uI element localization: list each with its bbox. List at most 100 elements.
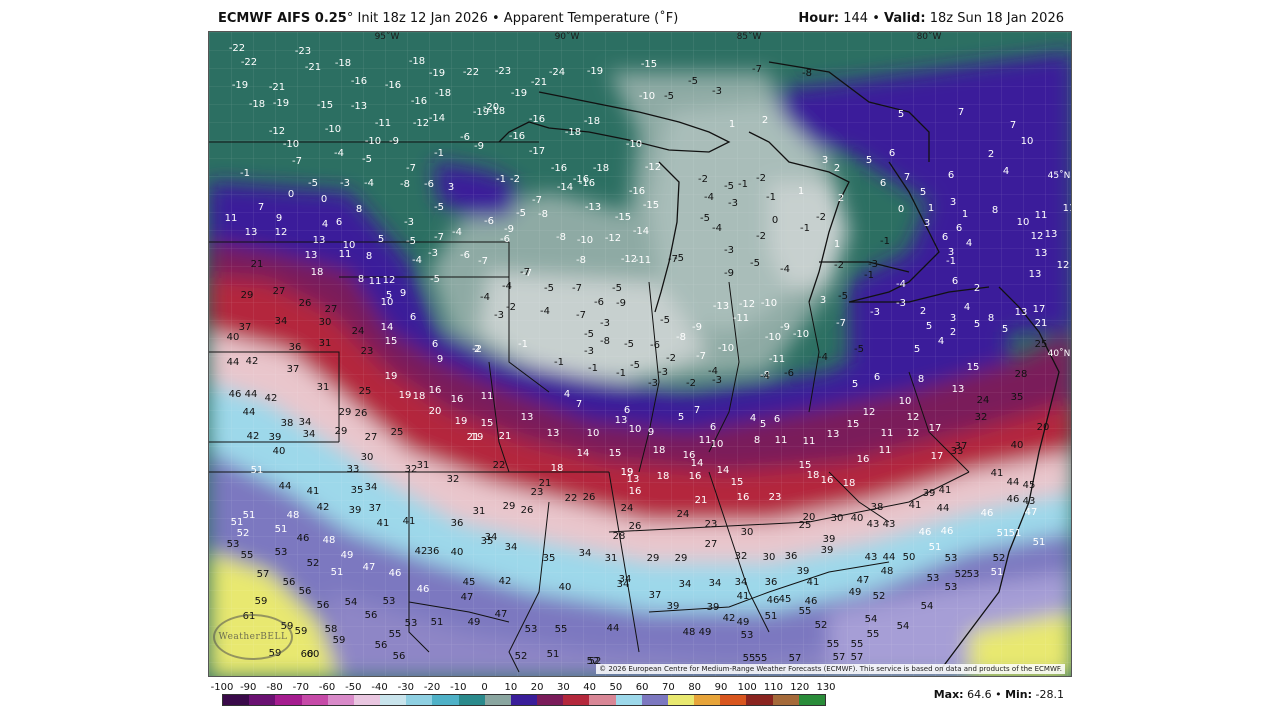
temperature-value: 6 [709, 422, 717, 433]
temperature-value: 39 [706, 602, 720, 613]
temperature-value: 8 [365, 251, 373, 262]
temperature-value: -3 [584, 346, 594, 357]
colorbar-segment [301, 695, 328, 705]
temperature-value: -18 [334, 58, 352, 69]
temperature-value: 6 [947, 170, 955, 181]
temperature-value: 34 [734, 577, 748, 588]
temperature-value: 12 [382, 275, 396, 286]
temperature-value: -7 [752, 64, 762, 75]
temperature-value: -4 [780, 264, 790, 275]
temperature-value: -19 [472, 107, 490, 118]
temperature-value: -21 [530, 77, 548, 88]
temperature-value: -9 [692, 322, 702, 333]
temperature-value: 48 [286, 510, 300, 521]
temperature-value: 31 [472, 506, 486, 517]
temperature-value: 25 [390, 427, 404, 438]
temperature-value: 13 [520, 412, 534, 423]
temperature-value: -9 [389, 136, 399, 147]
temperature-value: 16 [856, 454, 870, 465]
temperature-value: -10 [764, 332, 782, 343]
temperature-value: -12 [644, 162, 662, 173]
colorbar-segment [641, 695, 668, 705]
temperature-value: -11 [374, 118, 392, 129]
temperature-value: 2 [837, 193, 845, 204]
temperature-value: 40 [558, 582, 572, 593]
min-value: -28.1 [1035, 688, 1064, 701]
colorbar-segment [458, 695, 485, 705]
colorbar-segment [353, 695, 381, 705]
temperature-value: 52 [992, 553, 1006, 564]
temperature-value: -1 [616, 368, 626, 379]
temperature-value: -8 [760, 370, 770, 381]
colorbar-segment [223, 695, 250, 705]
temperature-value: 16 [820, 475, 834, 486]
temperature-value: 51 [242, 510, 256, 521]
temperature-value: 10 [586, 428, 600, 439]
temperature-value: 59 [294, 626, 308, 637]
temperature-value: 31 [318, 338, 332, 349]
temperature-value: 21 [250, 259, 264, 270]
temperature-value: 55 [754, 653, 768, 664]
temperature-value: 13 [1034, 248, 1048, 259]
colorbar-ticks: -100 -90 -80 -70 -60 -50 -40 -30 -20 -10 0 10 20 30 40… [208, 682, 838, 694]
temperature-value: 4 [563, 389, 571, 400]
temperature-value: 14 [576, 448, 590, 459]
temperature-value: 41 [376, 518, 390, 529]
temperature-value: -4 [708, 366, 718, 377]
temperature-value: -15 [614, 212, 632, 223]
temperature-value: 0 [320, 194, 328, 205]
temperature-value: -9 [780, 322, 790, 333]
temperature-value: 31 [604, 553, 618, 564]
temperature-value: 8 [991, 205, 999, 216]
temperature-value: -10 [625, 139, 643, 150]
temperature-value: -5 [674, 253, 684, 264]
temperature-value: -5 [434, 202, 444, 213]
temperature-value: 40 [1010, 440, 1024, 451]
temperature-value: 1 [961, 209, 969, 220]
colorbar-segment [510, 695, 538, 705]
temperature-value: 5 [377, 234, 385, 245]
temperature-value: 16 [736, 492, 750, 503]
temperature-value: 26 [354, 408, 368, 419]
temperature-value: 40 [450, 547, 464, 558]
temperature-value: 34 [616, 579, 630, 590]
temperature-value: 44 [226, 357, 240, 368]
temperature-value: 13 [826, 429, 840, 440]
meridian-label: 80˚W [916, 32, 942, 42]
colorbar-tick-label: -100 [210, 682, 234, 693]
temperature-value: -3 [868, 259, 878, 270]
temperature-value: -7 [292, 156, 302, 167]
temperature-value: 8 [357, 274, 365, 285]
temperature-value: 53 [274, 547, 288, 558]
temperature-value: 42 [414, 546, 428, 557]
temperature-value: 37 [368, 503, 382, 514]
temperature-value: 10 [628, 424, 642, 435]
temperature-value: -1 [880, 236, 890, 247]
temperature-value: -3 [648, 378, 658, 389]
temperature-value: 29 [334, 426, 348, 437]
temperature-value: 11 [880, 428, 894, 439]
temperature-value: -1 [766, 192, 776, 203]
temperature-value: 1 [833, 239, 841, 250]
temperature-value: 18 [656, 471, 670, 482]
model-name: ECMWF AIFS 0.25 [218, 11, 347, 26]
temperature-value: 12 [1030, 231, 1044, 242]
temperature-value: 34 [302, 429, 316, 440]
temperature-value: 0 [287, 189, 295, 200]
temperature-value: 12 [862, 407, 876, 418]
temperature-value: -16 [528, 114, 546, 125]
temperature-value: 52 [514, 651, 528, 662]
data-credit: © 2026 European Centre for Medium-Range … [596, 664, 1065, 674]
temperature-value: 34 [274, 316, 288, 327]
temperature-value: -9 [504, 224, 514, 235]
temperature-value: -1 [864, 270, 874, 281]
temperature-map[interactable]: -22 -23 -22 -21 -18 -19 -21 -16 -18 -16 -19 -22 -23-… [208, 31, 1072, 677]
temperature-value: 52 [588, 656, 602, 667]
temperature-value: -4 [334, 148, 344, 159]
temperature-value: -7 [532, 195, 542, 206]
temperature-value: 12 [906, 428, 920, 439]
temperature-value: -13 [584, 202, 602, 213]
temperature-value: 34 [708, 578, 722, 589]
temperature-value: -14 [632, 226, 650, 237]
temperature-value: -5 [700, 213, 710, 224]
